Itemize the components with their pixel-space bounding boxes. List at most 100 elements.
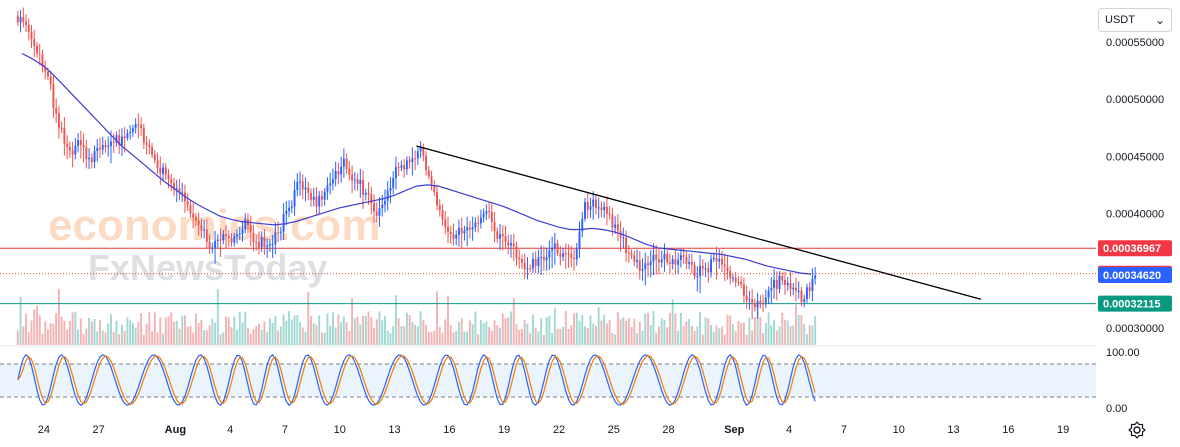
volume-bar (192, 332, 195, 345)
volume-bar (36, 305, 38, 345)
candle-body (197, 220, 200, 225)
volume-bar (107, 323, 110, 345)
candle-body (19, 16, 22, 23)
candle-body (526, 268, 529, 270)
candle-body (463, 230, 466, 234)
volume-bar (175, 320, 178, 345)
volume-bar (427, 332, 430, 345)
currency-select[interactable]: USDT ⌄ (1098, 8, 1172, 32)
candle-body (658, 259, 660, 263)
candle-body (800, 290, 803, 302)
candle-body (225, 234, 228, 236)
candle-body (767, 290, 770, 298)
volume-bar (581, 315, 584, 345)
candle-body (471, 227, 474, 230)
volume-bar (742, 322, 745, 345)
candle-body (485, 211, 488, 214)
candle-body (93, 151, 96, 163)
volume-bar (189, 325, 192, 345)
candle-body (605, 206, 608, 214)
volume-bar (307, 291, 310, 345)
stoch-axis: 100.00 0.00 (1106, 347, 1140, 415)
volume-bar (660, 318, 663, 345)
volume-bar (27, 332, 30, 345)
candle-body (214, 240, 217, 248)
gear-icon[interactable] (1127, 420, 1147, 440)
time-axis-label: 4 (786, 424, 792, 436)
volume-bar (512, 298, 515, 345)
candle-body (222, 234, 225, 241)
time-axis[interactable]: 24 27 Aug 4 7 10 13 16 19 22 25 28 Sep 4 7 10 13 16 19 (38, 424, 1070, 436)
volume-bar (479, 320, 482, 345)
candle-body (751, 299, 754, 303)
price-axis-label: 0.00040000 (1106, 209, 1164, 221)
volume-bar (416, 326, 419, 345)
volume-bar (438, 326, 441, 345)
volume-bar (110, 314, 112, 345)
price-axis[interactable]: 0.00055000 0.00050000 0.00045000 0.00040000… (1106, 37, 1164, 335)
volume-bar (104, 332, 107, 345)
volume-bar (57, 288, 60, 345)
candle-body (362, 180, 365, 195)
trendline[interactable] (416, 145, 982, 300)
volume-bar (367, 311, 370, 345)
candle-body (408, 160, 411, 163)
candle-body (414, 158, 417, 160)
price-axis-label: 0.00045000 (1106, 151, 1164, 163)
volume-bar (282, 314, 285, 345)
volume-bar (707, 318, 710, 345)
candle-body (652, 254, 655, 262)
time-axis-label: 13 (388, 424, 400, 436)
candle-body (170, 179, 173, 184)
candle-body (353, 179, 356, 181)
volume-bar (575, 312, 578, 345)
volume-bar (211, 318, 214, 345)
candle-body (786, 283, 789, 286)
candle-body (134, 124, 137, 129)
candle-body (614, 224, 617, 228)
volume-bar (33, 309, 36, 345)
candle-body (255, 241, 258, 243)
candle-body (342, 158, 345, 167)
candle-body (567, 253, 570, 255)
volume-bar (622, 317, 625, 345)
candle-body (521, 259, 523, 263)
volume-bar (616, 312, 619, 345)
volume-bar (619, 319, 622, 345)
candle-body (723, 264, 726, 267)
volume-bar (99, 320, 101, 345)
candle-body (600, 207, 603, 211)
candle-body (66, 143, 69, 148)
volume-bar (764, 323, 767, 345)
candle-body (323, 191, 326, 200)
volume-bar (60, 316, 63, 345)
volume-bar (153, 311, 156, 345)
candle-body (340, 166, 343, 175)
candle-body (762, 302, 765, 304)
volume-bar (430, 331, 433, 345)
candle-body (542, 256, 545, 261)
volume-bar (118, 334, 121, 345)
volume-bar (647, 313, 649, 345)
candle-body (378, 208, 381, 216)
volume-bar (134, 327, 137, 345)
candle-body (499, 234, 502, 239)
candle-body (696, 276, 699, 278)
candle-body (649, 261, 652, 266)
volume-bar (611, 333, 614, 345)
candle-body (329, 183, 332, 186)
candle-body (427, 170, 430, 177)
candle-body (271, 244, 274, 246)
candle-body (151, 146, 154, 155)
volume-bar (542, 334, 545, 345)
candle-body (79, 140, 82, 145)
candle-body (189, 204, 192, 214)
volume-bar (737, 321, 740, 345)
candle-body (359, 180, 362, 184)
candle-body (301, 181, 304, 190)
candle-body (364, 192, 367, 195)
candle-body (260, 237, 263, 248)
candle-body (397, 167, 400, 169)
volume-bar (101, 330, 104, 345)
